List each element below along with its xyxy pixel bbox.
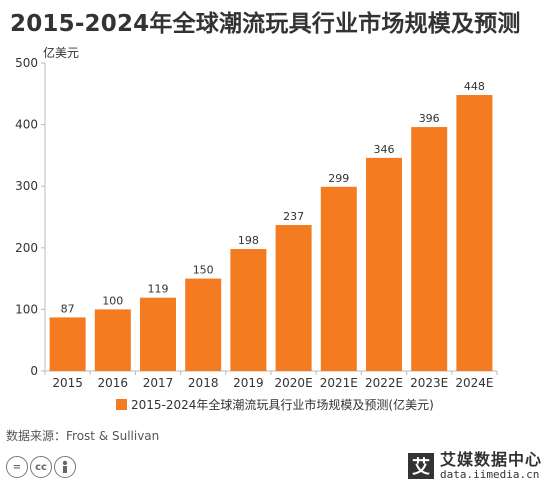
x-tick-label: 2022E — [365, 376, 403, 390]
x-tick-label: 2018 — [188, 376, 219, 390]
data-label: 346 — [374, 143, 395, 156]
data-label: 396 — [419, 112, 440, 125]
data-label: 237 — [283, 210, 304, 223]
equal-icon: = — [6, 456, 28, 478]
data-label: 150 — [193, 264, 214, 277]
y-tick-label: 500 — [15, 56, 38, 70]
x-tick-label: 2019 — [233, 376, 264, 390]
y-tick-label: 100 — [15, 302, 38, 316]
bar — [411, 127, 448, 372]
bar — [185, 278, 222, 371]
x-tick-label: 2017 — [143, 376, 174, 390]
y-tick-label: 200 — [15, 241, 38, 255]
x-tick-label: 2020E — [275, 376, 313, 390]
data-label: 299 — [328, 172, 349, 185]
brand-url: data.iimedia.cn — [439, 467, 540, 481]
x-tick-label: 2021E — [320, 376, 358, 390]
y-tick-label: 0 — [30, 364, 38, 378]
person-icon — [54, 456, 76, 478]
bar — [230, 249, 267, 371]
data-label: 448 — [464, 80, 485, 93]
x-tick-label: 2016 — [98, 376, 129, 390]
brand-mark: 艾 — [407, 453, 434, 480]
x-tick-label: 2023E — [410, 376, 448, 390]
cc-icon: cc — [30, 456, 52, 478]
x-tick-label: 2015 — [52, 376, 83, 390]
bar — [49, 317, 86, 371]
brand-logo: 艾 艾媒数据中心 data.iimedia.cn — [407, 450, 542, 481]
y-axis-label: 亿美元 — [43, 45, 79, 60]
bar — [456, 95, 493, 372]
data-label: 198 — [238, 234, 259, 247]
bar — [94, 309, 131, 371]
data-source: 数据来源：Frost & Sullivan — [6, 429, 160, 443]
legend-label: 2015-2024年全球潮流玩具行业市场规模及预测(亿美元) — [131, 397, 434, 412]
bar-series: 87 100 119 150 198 237 299 346 396 448 — [49, 80, 493, 372]
x-tick-label: 2024E — [455, 376, 493, 390]
data-label: 100 — [102, 294, 123, 307]
legend-swatch — [116, 399, 127, 410]
data-label: 87 — [61, 302, 75, 315]
chart-axes: 亿美元 0 100 200 300 400 500 2015 2016 2017 2018 2019 2… — [15, 45, 498, 390]
data-label: 119 — [148, 283, 169, 296]
y-tick-label: 300 — [15, 179, 38, 193]
bar-chart: 亿美元 0 100 200 300 400 500 2015 2016 2017 2018 2019 2… — [15, 45, 498, 412]
bar — [320, 186, 357, 371]
chart-legend: 2015-2024年全球潮流玩具行业市场规模及预测(亿美元) — [116, 397, 434, 412]
y-tick-label: 400 — [15, 118, 38, 132]
chart-title: 2015-2024年全球潮流玩具行业市场规模及预测 — [10, 11, 521, 37]
license-icons: = cc — [6, 456, 76, 478]
bar — [140, 297, 176, 371]
bar — [275, 225, 312, 371]
bar — [366, 157, 402, 371]
brand-name: 艾媒数据中心 — [439, 450, 542, 469]
